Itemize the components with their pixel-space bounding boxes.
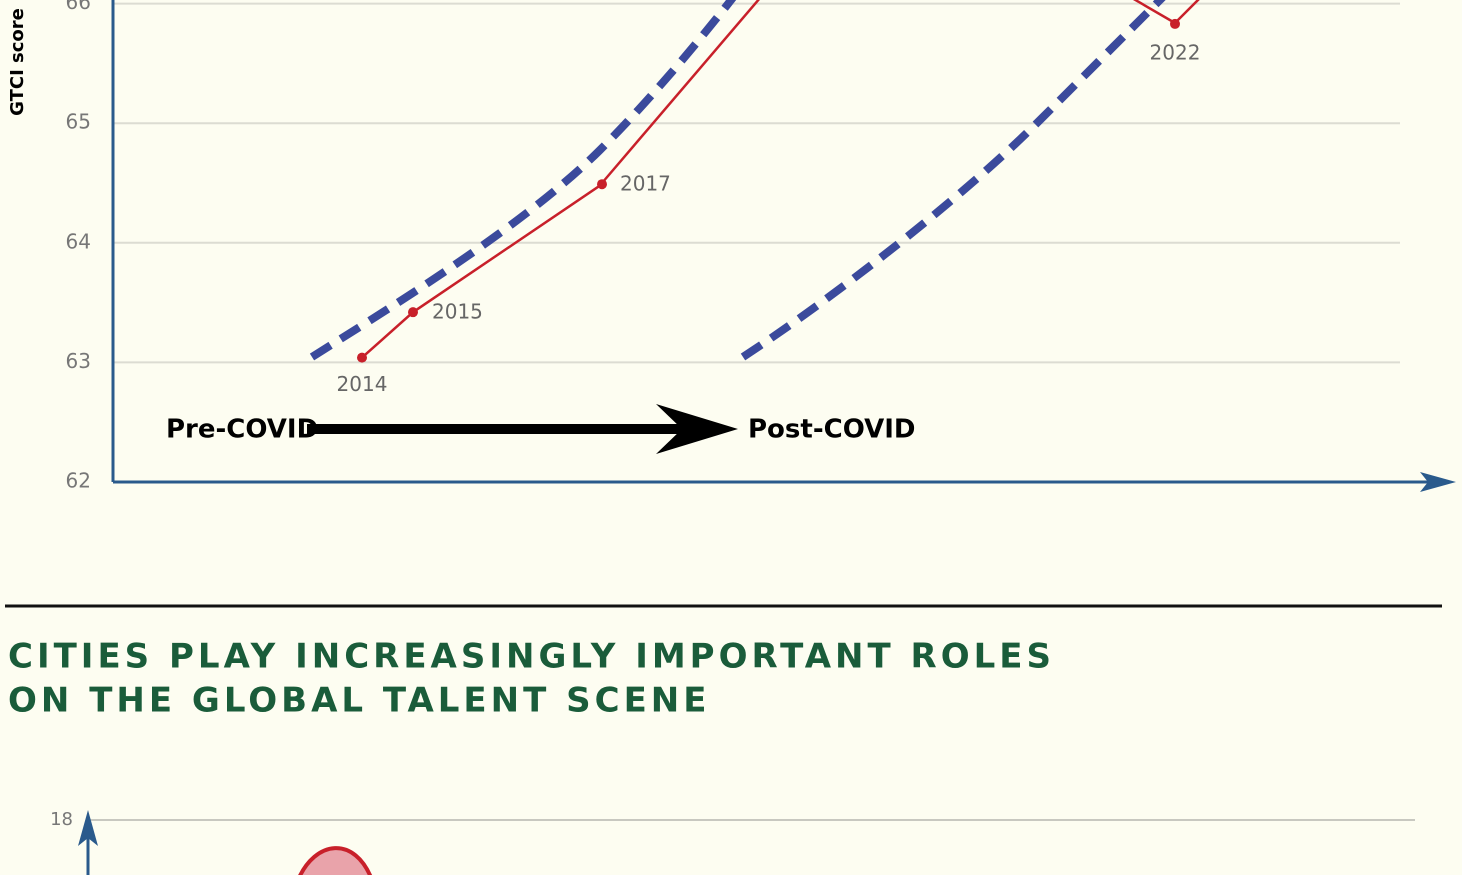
y-axis-label: GTCI score (7, 8, 28, 116)
point-label: 2014 (337, 372, 388, 396)
y-tick-label: 18 (50, 809, 73, 830)
line-continuation (1132, 0, 1176, 25)
data-point (357, 352, 367, 363)
y-tick-label: 64 (66, 229, 91, 253)
arrow-head (656, 404, 738, 454)
section-heading: ON THE GLOBAL TALENT SCENE (8, 681, 711, 721)
y-tick-label: 66 (66, 0, 91, 14)
y-tick-label: 62 (66, 469, 91, 493)
point-label: 2015 (432, 300, 483, 324)
line-continuation (1174, 0, 1200, 24)
axis-arrow (78, 810, 98, 846)
data-line (361, 183, 603, 359)
city-chart: 18 (50, 809, 1415, 830)
y-tick-label: 65 (66, 110, 91, 134)
annotation: Pre-COVID (166, 415, 318, 445)
point-label: 2017 (620, 172, 671, 196)
line-continuation (601, 0, 760, 184)
trend-line (740, 0, 1166, 361)
point-label: 2022 (1150, 40, 1201, 64)
section-heading: CITIES PLAY INCREASINGLY IMPORTANT ROLES (8, 637, 1055, 677)
y-tick-label: 63 (66, 349, 91, 373)
score-chart: 62 63 64 65 66 2014 2015 2017 2022 (66, 0, 1456, 493)
trend-line (309, 0, 737, 361)
axis-arrow (1420, 472, 1456, 492)
annotation: Post-COVID (748, 415, 915, 445)
data-point (408, 307, 418, 318)
distribution-area (298, 846, 372, 875)
